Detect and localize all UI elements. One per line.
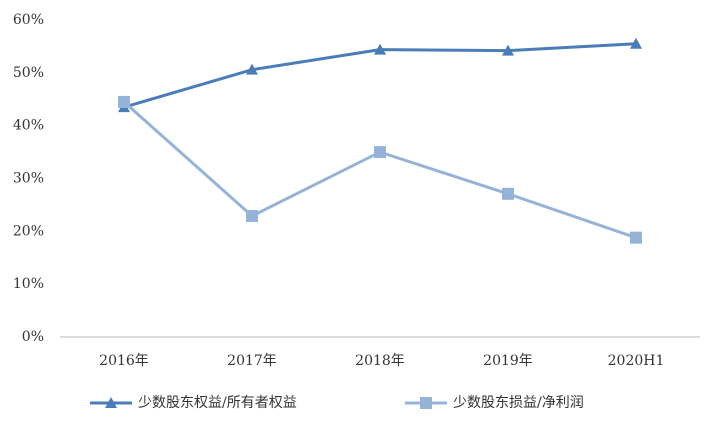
x-tick-label: 2020H1 [608,353,665,369]
marker [118,95,130,108]
marker [246,210,258,223]
y-tick-label: 10% [13,276,44,292]
x-tick-label: 2019年 [483,353,533,369]
marker [374,43,386,55]
marker [630,37,642,49]
marker [502,187,514,200]
marker [502,44,514,56]
legend-marker [420,397,432,409]
legend-label: 少数股东损益/净利润 [453,395,584,411]
x-tick-label: 2016年 [99,353,149,369]
series-line [123,100,637,240]
y-tick-label: 0% [22,329,44,345]
marker [374,146,386,159]
marker [630,231,642,244]
legend-label: 少数股东权益/所有者权益 [138,395,297,411]
y-tick-label: 40% [13,118,44,134]
x-tick-label: 2017年 [227,353,277,369]
y-tick-label: 60% [13,12,44,28]
marker [246,63,258,75]
x-tick-label: 2018年 [355,353,405,369]
legend-marker [105,397,117,408]
y-tick-label: 50% [13,65,44,81]
y-tick-label: 30% [13,171,44,187]
y-tick-label: 20% [13,223,44,239]
